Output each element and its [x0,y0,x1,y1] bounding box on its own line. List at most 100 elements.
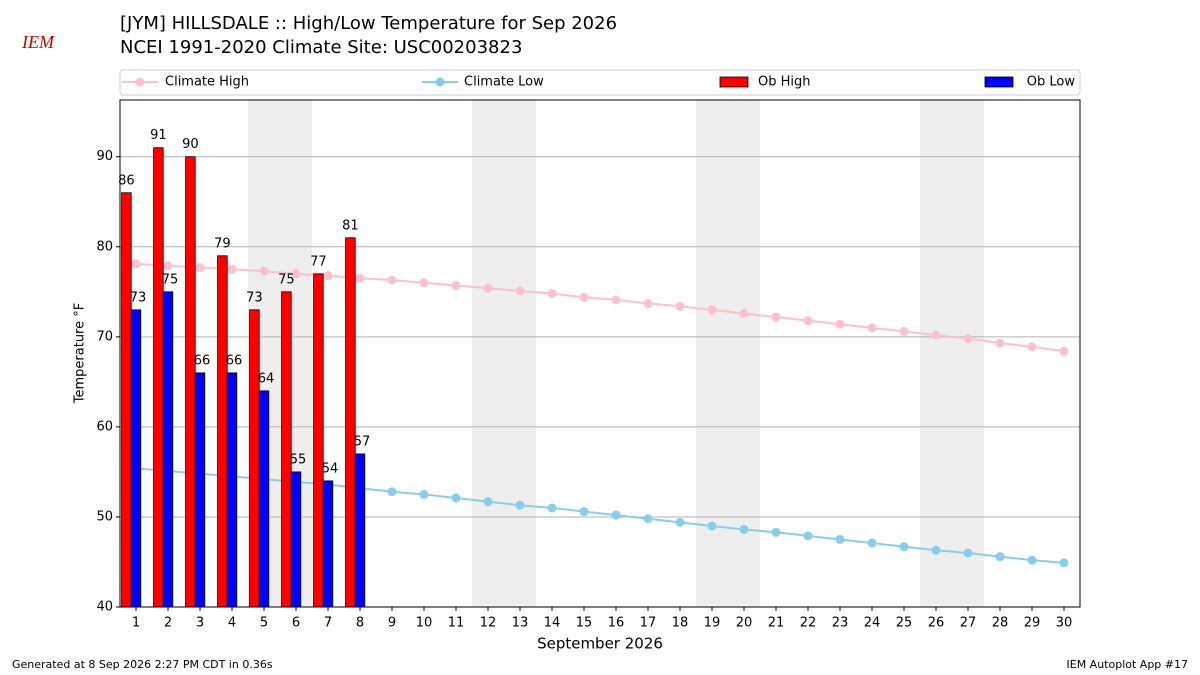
legend-box [119,69,1081,96]
data-label: 91 [150,128,167,143]
legend-label: Ob High [758,75,811,90]
x-tick-label: 1 [132,616,140,631]
x-tick-label: 5 [260,616,268,631]
bar [345,237,356,608]
point [707,521,717,531]
x-tick-label: 28 [992,616,1009,631]
point [611,510,621,520]
point [899,326,909,336]
bar [153,147,164,608]
data-label: 79 [214,236,231,251]
point [803,531,813,541]
data-label: 86 [118,173,135,188]
bar [185,156,196,608]
bar [130,309,142,608]
point [643,299,653,309]
data-label: 75 [162,272,179,287]
point [963,548,973,558]
x-tick-label: 6 [292,616,300,631]
point [931,330,941,340]
x-tick-label: 7 [324,616,332,631]
x-tick-label: 2 [164,616,172,631]
legend-label: Climate High [165,75,249,90]
weekend-band [696,100,760,607]
bar [194,372,206,608]
bar [322,480,334,608]
point [771,312,781,322]
data-label: 64 [258,371,275,386]
line [135,262,1065,353]
bar [217,255,228,608]
point [451,493,461,503]
point [675,301,685,311]
data-label: 66 [194,353,211,368]
x-tick-label: 27 [960,616,977,631]
y-tick-label: 60 [96,419,113,434]
x-tick-label: 20 [736,616,753,631]
y-tick-label: 40 [96,600,113,615]
footer-left: Generated at 8 Sep 2026 2:27 PM CDT in 0… [12,658,273,671]
point [483,283,493,293]
bar [162,291,174,608]
point [579,507,589,517]
bar [281,291,292,608]
weekend-band [472,100,536,607]
point [515,500,525,510]
plot-frame [119,99,1081,608]
bar [313,273,324,608]
chart-subtitle: NCEI 1991-2020 Climate Site: USC00203823 [120,37,522,58]
logo: IEM [21,32,55,52]
x-tick-label: 10 [416,616,433,631]
data-label: 55 [290,452,307,467]
point [355,273,365,283]
x-tick-label: 15 [576,616,593,631]
point [259,266,269,276]
point [803,316,813,326]
x-tick-label: 24 [864,616,881,631]
x-tick-label: 12 [480,616,497,631]
point [419,489,429,499]
x-tick-label: 9 [388,616,396,631]
x-tick-label: 25 [896,616,913,631]
y-tick-label: 50 [96,509,113,524]
point [1027,555,1037,565]
point [771,527,781,537]
x-tick-label: 11 [448,616,465,631]
x-tick-label: 4 [228,616,236,631]
bar [121,192,132,608]
point [163,261,173,271]
point [419,278,429,288]
y-tick-label: 80 [96,239,113,254]
point [611,295,621,305]
x-tick-label: 29 [1024,616,1041,631]
point [739,525,749,535]
point [995,552,1005,562]
point [387,487,397,497]
y-axis-label: Temperature °F [73,303,88,404]
point [547,289,557,299]
chart-title: [JYM] HILLSDALE :: High/Low Temperature … [120,13,617,34]
point [483,497,493,507]
data-label: 75 [278,272,295,287]
x-tick-label: 14 [544,616,561,631]
point [195,262,205,272]
data-label: 54 [322,461,339,476]
x-tick-label: 23 [832,616,849,631]
data-label: 81 [342,218,359,233]
point [1059,558,1069,568]
x-tick-label: 21 [768,616,785,631]
point [131,259,141,269]
data-label: 66 [226,353,243,368]
weekend-band [920,100,984,607]
point [451,281,461,291]
point [963,334,973,344]
bar [354,453,366,608]
point [643,514,653,524]
data-label: 73 [246,290,263,305]
point [995,338,1005,348]
x-tick-label: 17 [640,616,657,631]
point [867,323,877,333]
x-tick-label: 26 [928,616,945,631]
bar [258,390,270,608]
point [739,308,749,318]
